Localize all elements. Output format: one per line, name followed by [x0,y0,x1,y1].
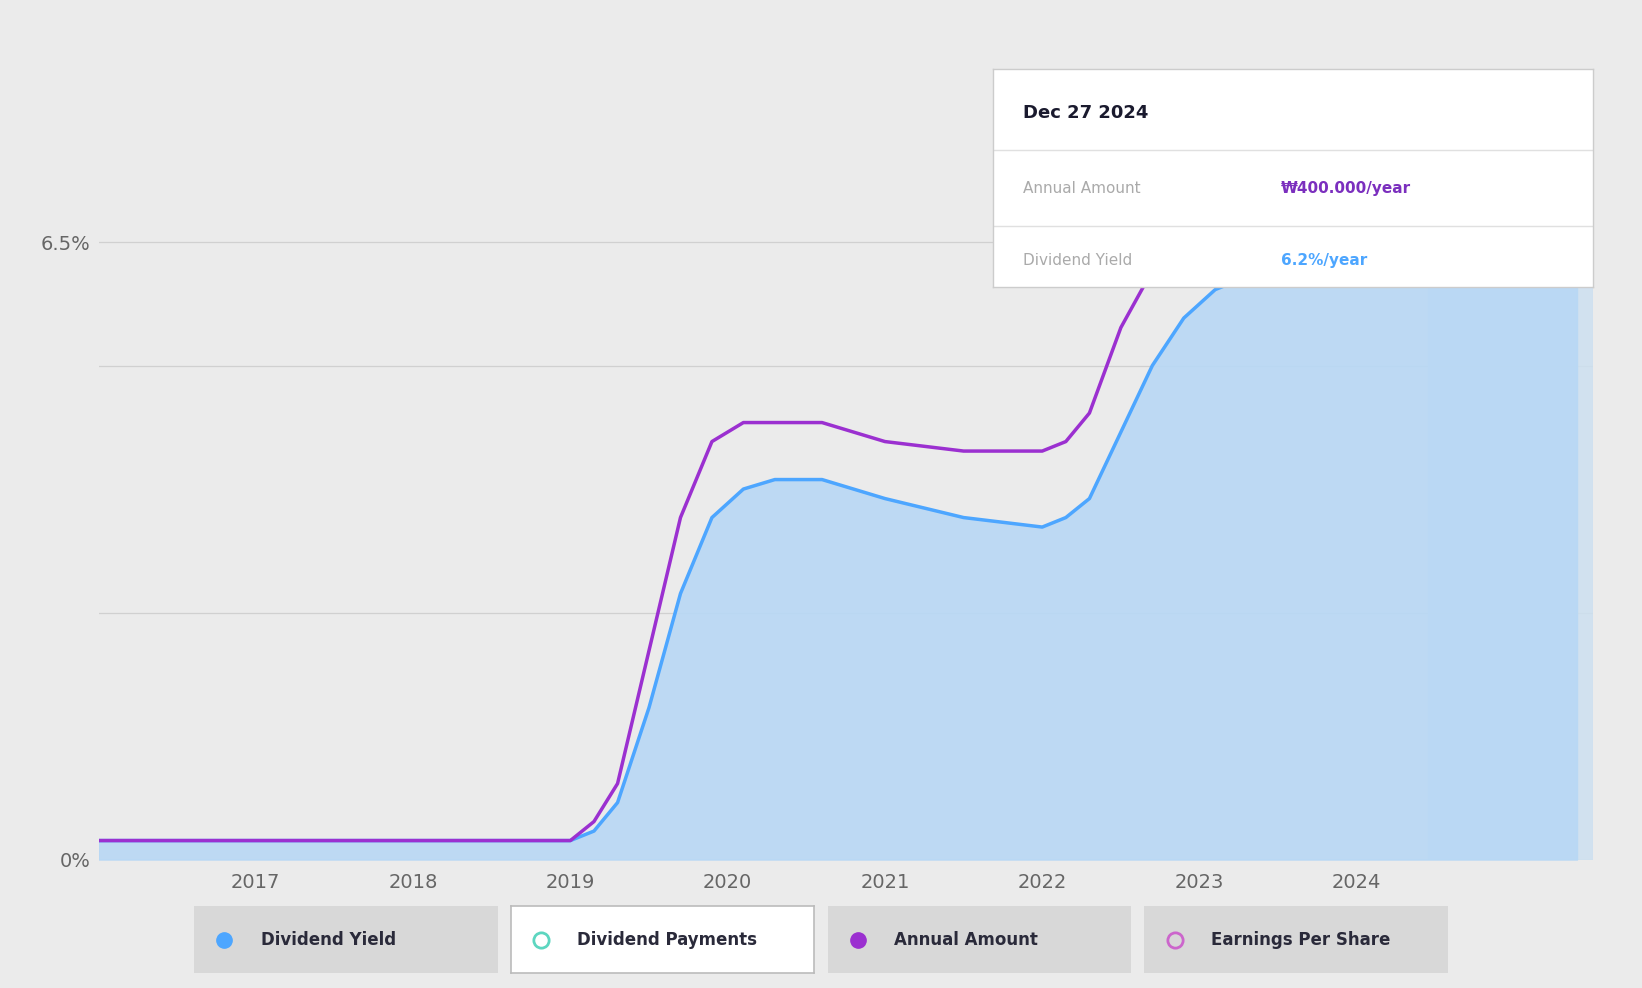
Text: Dividend Yield: Dividend Yield [1023,253,1133,268]
Text: ₩400.000/year: ₩400.000/year [1281,181,1410,197]
Text: Earnings Per Share: Earnings Per Share [1212,931,1391,948]
Text: Dec 27 2024: Dec 27 2024 [1023,104,1149,122]
Text: Annual Amount: Annual Amount [1023,181,1141,197]
Bar [1427,119,1593,860]
Text: Past: Past [1435,182,1473,200]
Text: Annual Amount: Annual Amount [895,931,1038,948]
Text: Dividend Payments: Dividend Payments [578,931,757,948]
Text: Dividend Yield: Dividend Yield [261,931,396,948]
Text: 6.2%/year: 6.2%/year [1281,253,1368,268]
